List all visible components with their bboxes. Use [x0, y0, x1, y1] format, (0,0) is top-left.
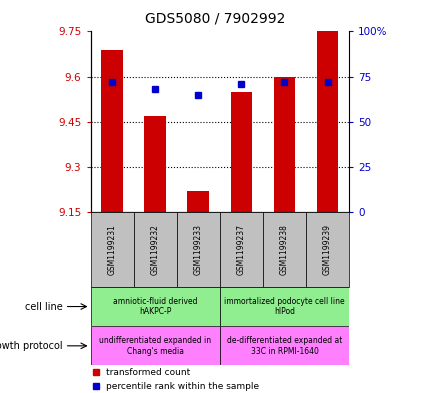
Bar [262, 212, 305, 287]
Text: cell line: cell line [25, 301, 62, 312]
Text: GSM1199233: GSM1199233 [194, 224, 202, 275]
Bar [219, 212, 262, 287]
Bar [273, 77, 295, 212]
Bar [187, 191, 209, 212]
Bar [316, 31, 338, 212]
Bar [144, 116, 166, 212]
Text: amniotic-fluid derived
hAKPC-P: amniotic-fluid derived hAKPC-P [113, 297, 197, 316]
Text: GSM1199238: GSM1199238 [280, 224, 288, 275]
Bar [219, 287, 348, 326]
Bar [305, 212, 348, 287]
Bar [133, 212, 176, 287]
Bar [230, 92, 252, 212]
Text: GSM1199231: GSM1199231 [108, 224, 116, 275]
Text: GSM1199232: GSM1199232 [150, 224, 159, 275]
Text: percentile rank within the sample: percentile rank within the sample [106, 382, 258, 391]
Text: GSM1199239: GSM1199239 [322, 224, 331, 275]
Bar [101, 50, 123, 212]
Text: growth protocol: growth protocol [0, 341, 62, 351]
Bar [219, 326, 348, 365]
Bar [90, 287, 219, 326]
Text: transformed count: transformed count [106, 368, 190, 377]
Bar [176, 212, 219, 287]
Text: undifferentiated expanded in
Chang's media: undifferentiated expanded in Chang's med… [99, 336, 211, 356]
Bar [90, 212, 133, 287]
Text: immortalized podocyte cell line
hIPod: immortalized podocyte cell line hIPod [224, 297, 344, 316]
Bar [90, 326, 219, 365]
Text: de-differentiated expanded at
33C in RPMI-1640: de-differentiated expanded at 33C in RPM… [226, 336, 341, 356]
Text: GDS5080 / 7902992: GDS5080 / 7902992 [145, 12, 285, 26]
Text: GSM1199237: GSM1199237 [237, 224, 245, 275]
